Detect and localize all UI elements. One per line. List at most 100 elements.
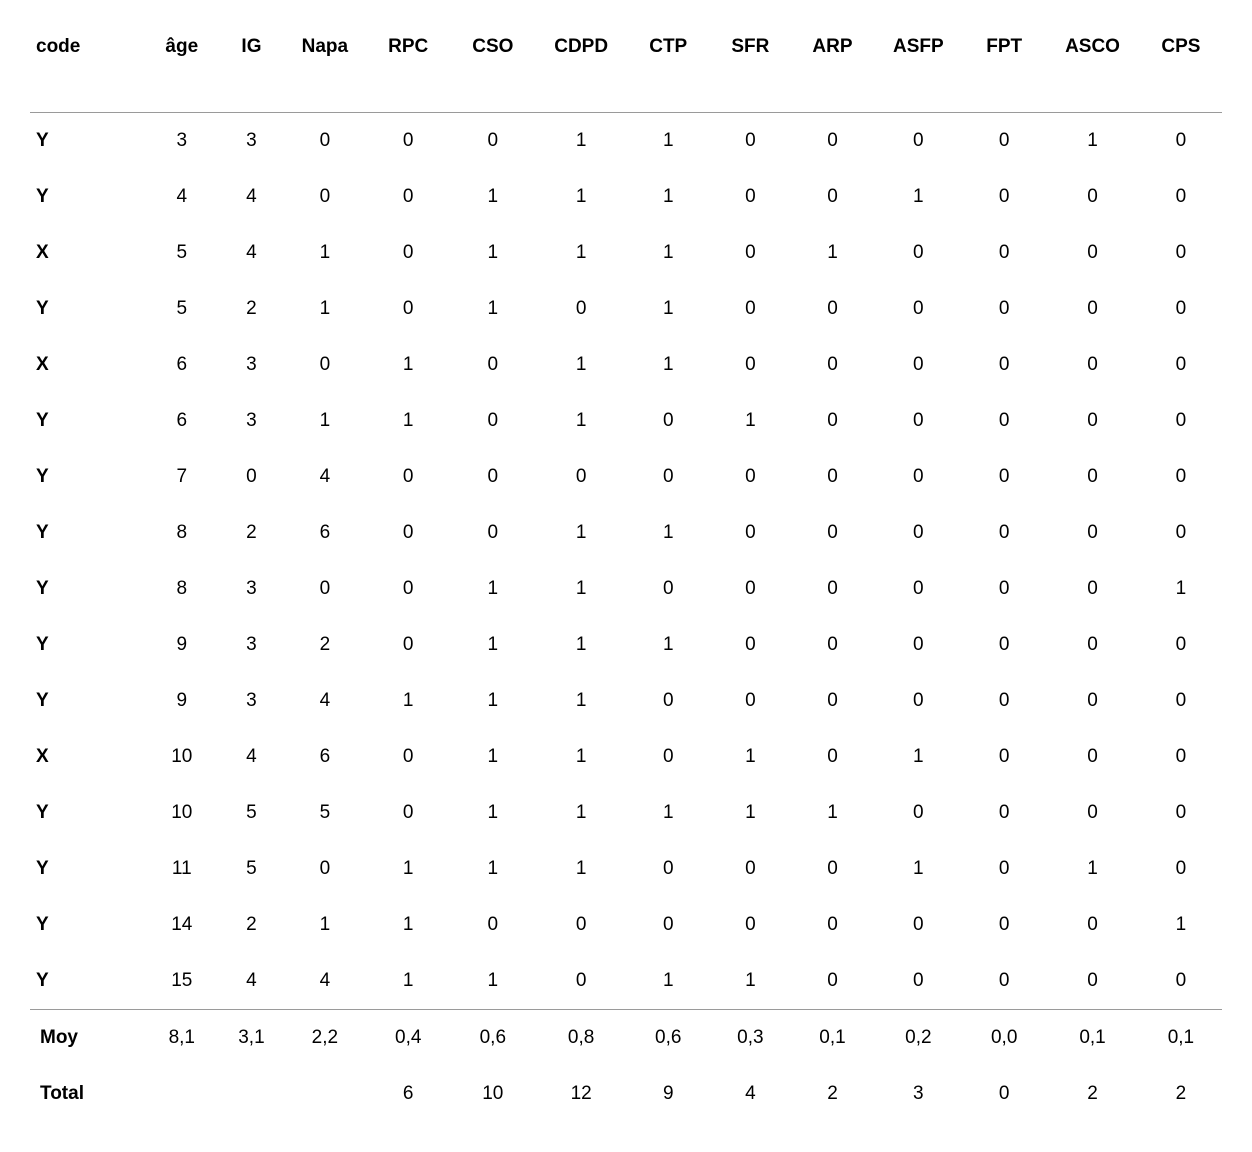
row-code-cell: Y <box>30 897 144 953</box>
column-header: CTP <box>627 30 709 113</box>
data-cell: 0 <box>963 393 1045 449</box>
data-cell: 0 <box>1045 561 1140 617</box>
data-cell: 0 <box>627 841 709 897</box>
data-cell: 6 <box>284 505 366 561</box>
table-row: X10460110101000 <box>30 729 1222 785</box>
data-cell: 1 <box>535 505 627 561</box>
data-cell: 1 <box>284 393 366 449</box>
footer-cell <box>144 1066 219 1122</box>
data-cell: 0 <box>963 897 1045 953</box>
data-cell: 0 <box>1140 281 1222 337</box>
data-cell: 0 <box>874 785 964 841</box>
data-cell: 0 <box>1140 673 1222 729</box>
data-cell: 5 <box>144 281 219 337</box>
data-cell: 0 <box>451 337 536 393</box>
data-cell: 0 <box>709 337 791 393</box>
data-cell: 0 <box>963 337 1045 393</box>
footer-cell: 0,0 <box>963 1010 1045 1067</box>
data-cell: 0 <box>1045 505 1140 561</box>
footer-cell: 0,1 <box>791 1010 873 1067</box>
data-cell: 0 <box>284 337 366 393</box>
data-cell: 10 <box>144 729 219 785</box>
data-cell: 4 <box>219 169 284 225</box>
table-row: Y3300011000010 <box>30 113 1222 170</box>
table-footer-row: Total610129423022 <box>30 1066 1222 1122</box>
table-header: codeâgeIGNapaRPCCSOCDPDCTPSFRARPASFPFPTA… <box>30 30 1222 113</box>
data-cell: 7 <box>144 449 219 505</box>
data-cell: 0 <box>627 561 709 617</box>
data-cell: 4 <box>144 169 219 225</box>
data-cell: 0 <box>1045 729 1140 785</box>
data-cell: 0 <box>366 169 451 225</box>
data-cell: 1 <box>366 393 451 449</box>
data-cell: 1 <box>791 225 873 281</box>
data-cell: 0 <box>284 841 366 897</box>
data-cell: 0 <box>1140 953 1222 1010</box>
data-cell: 0 <box>709 617 791 673</box>
data-cell: 0 <box>451 393 536 449</box>
data-cell: 0 <box>535 897 627 953</box>
table-footer-row: Moy8,13,12,20,40,60,80,60,30,10,20,00,10… <box>30 1010 1222 1067</box>
data-cell: 0 <box>874 897 964 953</box>
data-cell: 1 <box>627 617 709 673</box>
row-code-cell: X <box>30 729 144 785</box>
data-cell: 0 <box>1140 617 1222 673</box>
data-cell: 6 <box>284 729 366 785</box>
data-cell: 0 <box>791 505 873 561</box>
footer-cell: 2,2 <box>284 1010 366 1067</box>
data-cell: 15 <box>144 953 219 1010</box>
data-cell: 0 <box>1140 337 1222 393</box>
data-cell: 3 <box>219 561 284 617</box>
table-header-row: codeâgeIGNapaRPCCSOCDPDCTPSFRARPASFPFPTA… <box>30 30 1222 113</box>
row-code-cell: X <box>30 225 144 281</box>
data-cell: 0 <box>366 785 451 841</box>
data-cell: 0 <box>963 225 1045 281</box>
table-row: X5410111010000 <box>30 225 1222 281</box>
data-cell: 0 <box>709 169 791 225</box>
data-cell: 1 <box>451 841 536 897</box>
data-cell: 0 <box>963 169 1045 225</box>
data-cell: 4 <box>284 449 366 505</box>
data-cell: 1 <box>366 841 451 897</box>
data-cell: 0 <box>366 729 451 785</box>
table-row: X6301011000000 <box>30 337 1222 393</box>
column-header: SFR <box>709 30 791 113</box>
table-row: Y8260011000000 <box>30 505 1222 561</box>
table-row: Y9320111000000 <box>30 617 1222 673</box>
data-cell: 6 <box>144 393 219 449</box>
data-cell: 1 <box>535 225 627 281</box>
data-cell: 1 <box>535 673 627 729</box>
data-cell: 1 <box>451 561 536 617</box>
data-cell: 1 <box>1045 841 1140 897</box>
data-cell: 0 <box>791 393 873 449</box>
data-cell: 0 <box>366 281 451 337</box>
data-cell: 1 <box>874 169 964 225</box>
footer-cell: 4 <box>709 1066 791 1122</box>
data-cell: 0 <box>1140 113 1222 170</box>
data-cell: 0 <box>709 673 791 729</box>
column-header: ARP <box>791 30 873 113</box>
data-cell: 0 <box>874 953 964 1010</box>
data-cell: 1 <box>627 169 709 225</box>
data-cell: 0 <box>535 449 627 505</box>
column-header: IG <box>219 30 284 113</box>
data-cell: 0 <box>874 337 964 393</box>
data-cell: 0 <box>366 449 451 505</box>
data-cell: 0 <box>791 617 873 673</box>
data-cell: 3 <box>219 673 284 729</box>
row-code-cell: Y <box>30 393 144 449</box>
column-header: CDPD <box>535 30 627 113</box>
data-cell: 0 <box>791 673 873 729</box>
data-cell: 1 <box>1045 113 1140 170</box>
footer-cell <box>219 1066 284 1122</box>
data-cell: 0 <box>874 617 964 673</box>
data-cell: 4 <box>284 673 366 729</box>
data-cell: 0 <box>709 897 791 953</box>
data-cell: 1 <box>627 953 709 1010</box>
data-cell: 0 <box>1140 729 1222 785</box>
data-cell: 0 <box>963 785 1045 841</box>
data-cell: 0 <box>1140 393 1222 449</box>
data-cell: 0 <box>535 281 627 337</box>
data-cell: 1 <box>535 785 627 841</box>
data-cell: 2 <box>284 617 366 673</box>
